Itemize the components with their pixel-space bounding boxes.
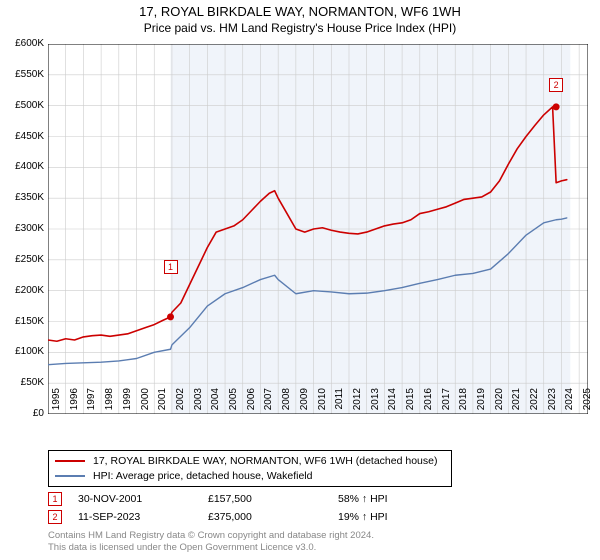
x-axis-label: 2019	[476, 388, 487, 418]
x-axis-label: 2014	[387, 388, 398, 418]
x-axis-label: 2025	[582, 388, 593, 418]
x-axis-label: 2007	[263, 388, 274, 418]
x-axis-label: 2017	[441, 388, 452, 418]
chart-svg	[48, 44, 588, 414]
chart-subtitle: Price paid vs. HM Land Registry's House …	[0, 21, 600, 35]
event-delta: 19% ↑ HPI	[338, 511, 388, 523]
x-axis-label: 1995	[51, 388, 62, 418]
x-axis-label: 2022	[529, 388, 540, 418]
x-axis-label: 1998	[104, 388, 115, 418]
x-axis-label: 2000	[140, 388, 151, 418]
y-axis-label: £50K	[0, 377, 44, 388]
x-axis-label: 2020	[494, 388, 505, 418]
x-axis-label: 2001	[157, 388, 168, 418]
x-axis-label: 2003	[193, 388, 204, 418]
copyright-notice: Contains HM Land Registry data © Crown c…	[48, 530, 374, 554]
y-axis-label: £300K	[0, 223, 44, 234]
event-date: 11-SEP-2023	[78, 511, 208, 523]
legend-swatch	[55, 475, 85, 477]
y-axis-label: £0	[0, 408, 44, 419]
event-date: 30-NOV-2001	[78, 493, 208, 505]
y-axis-label: £600K	[0, 38, 44, 49]
event-price: £375,000	[208, 511, 338, 523]
y-axis-label: £500K	[0, 100, 44, 111]
legend-item: HPI: Average price, detached house, Wake…	[55, 469, 445, 484]
x-axis-label: 1996	[69, 388, 80, 418]
event-marker-icon: 2	[48, 510, 62, 524]
x-axis-label: 1999	[122, 388, 133, 418]
event-delta: 58% ↑ HPI	[338, 493, 388, 505]
x-axis-label: 2004	[210, 388, 221, 418]
x-axis-label: 2018	[458, 388, 469, 418]
y-axis-label: £150K	[0, 316, 44, 327]
x-axis-label: 2021	[511, 388, 522, 418]
legend-label: HPI: Average price, detached house, Wake…	[93, 469, 312, 484]
y-axis-label: £250K	[0, 254, 44, 265]
legend-label: 17, ROYAL BIRKDALE WAY, NORMANTON, WF6 1…	[93, 454, 437, 469]
x-axis-label: 2010	[317, 388, 328, 418]
x-axis-label: 2015	[405, 388, 416, 418]
y-axis-label: £550K	[0, 69, 44, 80]
x-axis-label: 2008	[281, 388, 292, 418]
copyright-line-1: Contains HM Land Registry data © Crown c…	[48, 530, 374, 542]
legend: 17, ROYAL BIRKDALE WAY, NORMANTON, WF6 1…	[48, 450, 452, 487]
chart-title-block: 17, ROYAL BIRKDALE WAY, NORMANTON, WF6 1…	[0, 0, 600, 35]
x-axis-label: 1997	[86, 388, 97, 418]
x-axis-label: 2006	[246, 388, 257, 418]
x-axis-label: 2012	[352, 388, 363, 418]
x-axis-label: 2013	[370, 388, 381, 418]
event-price: £157,500	[208, 493, 338, 505]
event-row: 1 30-NOV-2001£157,50058% ↑ HPI	[48, 490, 388, 508]
x-axis-label: 2011	[334, 388, 345, 418]
chart-title: 17, ROYAL BIRKDALE WAY, NORMANTON, WF6 1…	[0, 4, 600, 19]
x-axis-label: 2005	[228, 388, 239, 418]
x-axis-label: 2009	[299, 388, 310, 418]
y-axis-label: £100K	[0, 346, 44, 357]
y-axis-label: £400K	[0, 161, 44, 172]
event-marker-2: 2	[549, 78, 563, 92]
copyright-line-2: This data is licensed under the Open Gov…	[48, 542, 374, 554]
legend-swatch	[55, 460, 85, 462]
event-table: 1 30-NOV-2001£157,50058% ↑ HPI 2 11-SEP-202…	[48, 490, 388, 526]
y-axis-label: £350K	[0, 192, 44, 203]
x-axis-label: 2023	[547, 388, 558, 418]
y-axis-label: £450K	[0, 131, 44, 142]
x-axis-label: 2024	[564, 388, 575, 418]
y-axis-label: £200K	[0, 285, 44, 296]
event-row: 2 11-SEP-2023£375,00019% ↑ HPI	[48, 508, 388, 526]
event-marker-1: 1	[164, 260, 178, 274]
x-axis-label: 2016	[423, 388, 434, 418]
chart-plot-area: £0£50K£100K£150K£200K£250K£300K£350K£400…	[48, 44, 588, 414]
event-marker-icon: 1	[48, 492, 62, 506]
x-axis-label: 2002	[175, 388, 186, 418]
legend-item: 17, ROYAL BIRKDALE WAY, NORMANTON, WF6 1…	[55, 454, 445, 469]
